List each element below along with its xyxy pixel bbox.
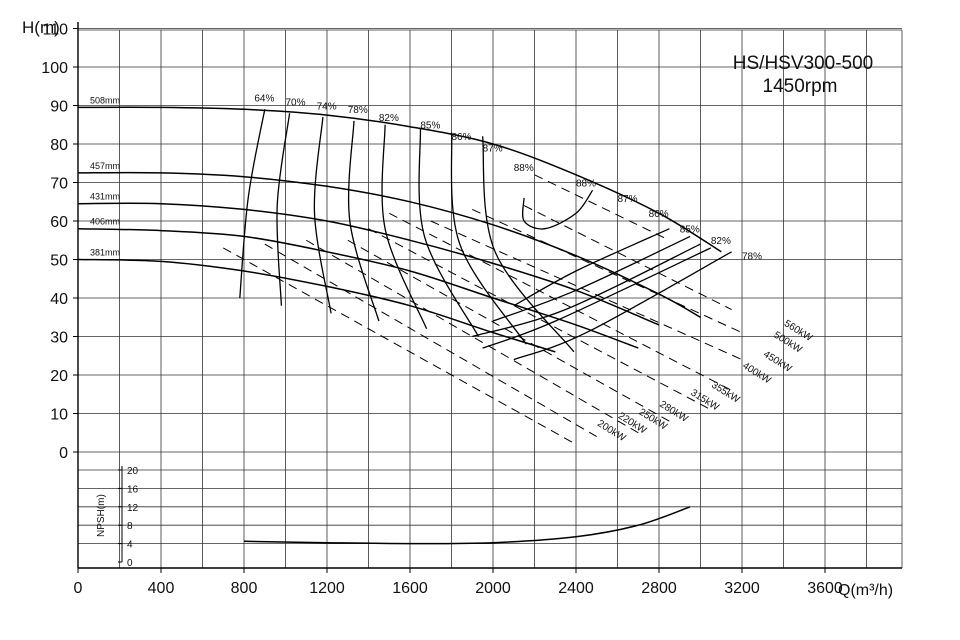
y-tick-label: 80 (50, 137, 68, 154)
npsh-tick-label: 4 (127, 540, 133, 551)
efficiency-label: 87% (618, 194, 638, 205)
efficiency-label: 70% (286, 98, 306, 109)
power-line (223, 247, 577, 445)
npsh-axis-label: NPSH(m) (96, 494, 107, 537)
impeller-curves (77, 106, 722, 353)
efficiency-label: 86% (649, 209, 669, 220)
impeller-curve (77, 202, 660, 326)
y-tick-label: 110 (42, 22, 68, 39)
efficiency-label: 85% (420, 121, 440, 132)
efficiency-contour (239, 109, 266, 299)
npsh-tick-label: 0 (127, 558, 133, 569)
x-tick-label: 1600 (392, 580, 428, 597)
npsh-curve (243, 506, 691, 545)
grid (78, 28, 903, 568)
efficiency-label: 88% (514, 163, 534, 174)
y-axis-label: H(m) (22, 18, 60, 37)
power-line (264, 243, 598, 438)
efficiency-contour (513, 251, 732, 361)
efficiency-contour (313, 117, 332, 314)
power-line (305, 239, 639, 434)
efficiency-contour (347, 120, 380, 322)
power-line (347, 239, 670, 422)
x-tick-label: 800 (231, 580, 258, 597)
npsh-tick-label: 8 (127, 521, 133, 532)
x-tick-label: 1200 (309, 580, 345, 597)
efficiency-label: 85% (680, 225, 700, 236)
efficiency-label: 78% (742, 252, 762, 263)
npsh-tick-label: 12 (127, 503, 139, 514)
efficiency-contour (513, 228, 670, 307)
efficiency-label: 64% (254, 94, 274, 105)
x-tick-label: 2000 (475, 580, 511, 597)
y-tick-label: 0 (59, 445, 68, 462)
y-tick-label: 20 (50, 368, 68, 385)
x-axis-label: Q(m³/h) (838, 582, 893, 599)
efficiency-contour (418, 128, 480, 337)
y-tick-label: 40 (50, 291, 68, 308)
y-tick-label: 90 (50, 99, 68, 116)
power-line (523, 205, 732, 310)
x-tick-label: 3600 (807, 580, 843, 597)
x-tick-label: 2400 (558, 580, 594, 597)
impeller-curve (77, 171, 701, 318)
power-label: 400kW (740, 361, 773, 387)
efficiency-contour (450, 132, 527, 345)
efficiency-label: 82% (379, 113, 399, 124)
efficiency-contour (481, 136, 575, 353)
efficiency-label: 78% (348, 105, 368, 116)
impeller-curve (77, 227, 639, 349)
efficiency-label: 82% (711, 236, 731, 247)
impeller-label: 406mm (90, 217, 120, 227)
impeller-curve (77, 106, 722, 253)
chart-title: HS/HSV300-500 (733, 53, 873, 74)
y-tick-label: 100 (41, 60, 68, 77)
chart-subtitle: 1450rpm (763, 76, 838, 97)
efficiency-contour (472, 243, 701, 338)
impeller-label: 431mm (90, 192, 120, 202)
efficiency-contour (482, 247, 712, 349)
impeller-label: 457mm (90, 161, 120, 171)
y-tick-label: 60 (50, 214, 68, 231)
efficiency-contour (276, 113, 291, 306)
power-line (430, 220, 743, 361)
npsh-tick-label: 20 (127, 466, 139, 477)
efficiency-contour (521, 189, 594, 230)
efficiency-label: 88% (576, 178, 596, 189)
power-lines (223, 174, 743, 445)
impeller-label: 381mm (90, 248, 120, 258)
efficiency-contour (381, 124, 428, 330)
y-tick-label: 50 (50, 253, 68, 270)
power-line (389, 212, 732, 391)
y-tick-label: 10 (50, 407, 68, 424)
npsh-tick-label: 16 (127, 484, 139, 495)
power-line (472, 208, 743, 334)
efficiency-label: 87% (483, 144, 503, 155)
efficiency-label: 74% (317, 101, 337, 112)
power-line (534, 174, 670, 241)
y-tick-label: 30 (50, 330, 68, 347)
power-label: 450kW (761, 349, 794, 375)
y-tick-label: 70 (50, 176, 68, 193)
x-tick-label: 3200 (724, 580, 760, 597)
npsh-panel: 0 4 8 12 16 20 (118, 466, 691, 569)
x-tick-label: 2800 (641, 580, 677, 597)
efficiency-label: 86% (452, 132, 472, 143)
impeller-label: 508mm (90, 95, 120, 105)
efficiency-contour (492, 235, 691, 322)
impeller-curve (77, 258, 556, 353)
x-tick-label: 400 (148, 580, 175, 597)
power-line (368, 228, 712, 411)
x-tick-label: 0 (74, 580, 83, 597)
